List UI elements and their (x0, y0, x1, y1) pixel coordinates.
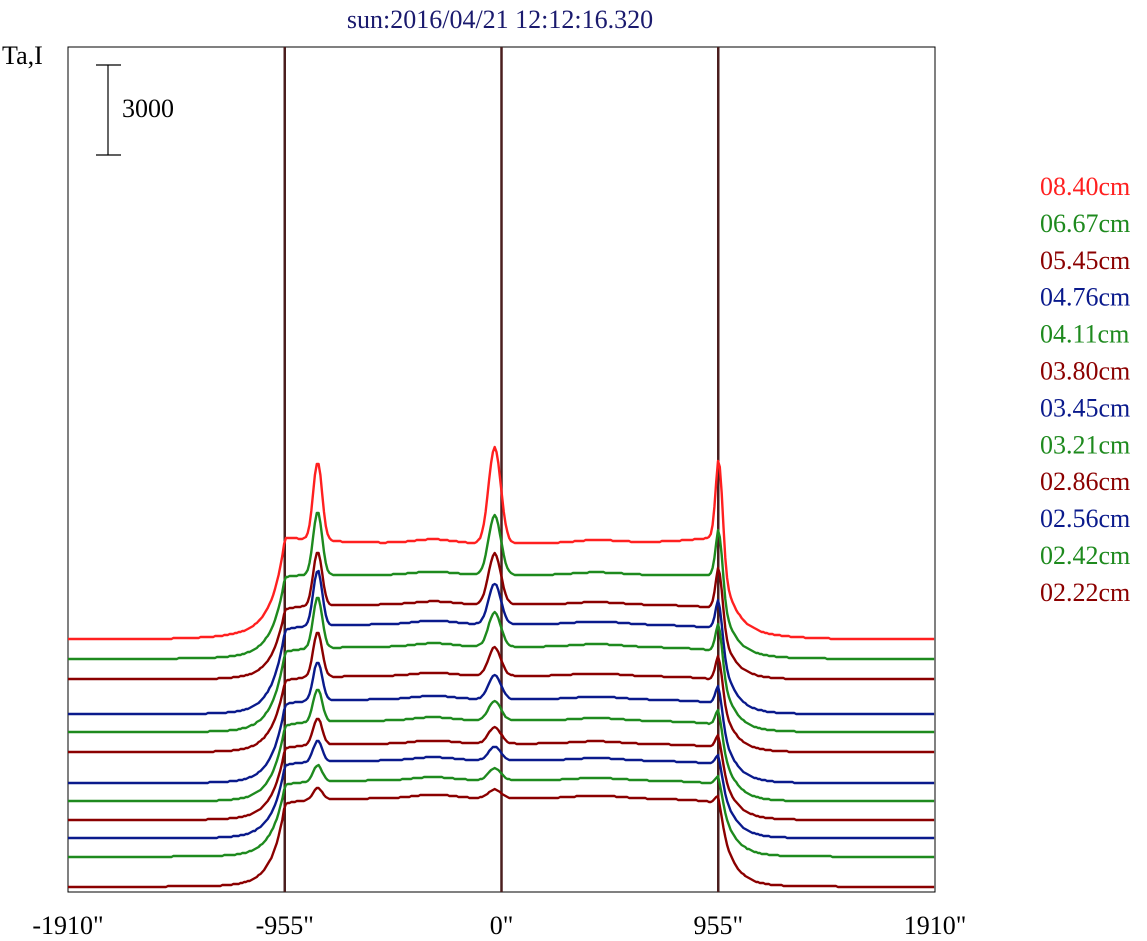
scale-bar: 3000 (96, 64, 174, 156)
series-line-04.76cm (68, 569, 935, 716)
series-line-08.40cm (68, 445, 935, 641)
y-axis-label: Ta,I (2, 41, 43, 70)
legend-entry: 03.80cm (1040, 357, 1130, 386)
series-line-03.45cm (68, 661, 935, 785)
legend-entry: 02.22cm (1040, 578, 1130, 607)
series-line-05.45cm (68, 551, 935, 681)
x-tick-labels: -1910" -955" 0" 955" 1910" (32, 911, 966, 940)
vertical-markers (283, 47, 720, 892)
series-line-06.67cm (68, 511, 935, 661)
series-line-03.80cm (68, 631, 935, 754)
series-lines (68, 445, 935, 889)
x-tick-label: 1910" (904, 911, 967, 940)
legend: 08.40cm 06.67cm 05.45cm 04.76cm 04.11cm 03.80… (1040, 172, 1130, 607)
scale-bar-label: 3000 (122, 94, 174, 123)
x-tick-label: 0" (490, 911, 514, 940)
series-line-02.86cm (68, 717, 935, 822)
legend-entry: 08.40cm (1040, 172, 1130, 201)
legend-entry: 03.21cm (1040, 430, 1130, 459)
legend-entry: 02.42cm (1040, 541, 1130, 570)
legend-entry: 05.45cm (1040, 246, 1130, 275)
series-line-02.42cm (68, 763, 935, 859)
series-line-04.11cm (68, 596, 935, 734)
x-tick-label: -955" (256, 911, 314, 940)
x-tick-label: -1910" (32, 911, 103, 940)
legend-entry: 04.11cm (1040, 320, 1129, 349)
legend-entry: 03.45cm (1040, 393, 1130, 422)
series-line-02.22cm (68, 786, 935, 889)
chart-title: sun:2016/04/21 12:12:16.320 (347, 5, 653, 34)
x-tick-label: 955" (693, 911, 743, 940)
series-line-03.21cm (68, 688, 935, 803)
legend-entry: 02.86cm (1040, 467, 1130, 496)
legend-entry: 02.56cm (1040, 504, 1130, 533)
legend-entry: 06.67cm (1040, 209, 1130, 238)
series-line-02.56cm (68, 739, 935, 840)
legend-entry: 04.76cm (1040, 283, 1130, 312)
